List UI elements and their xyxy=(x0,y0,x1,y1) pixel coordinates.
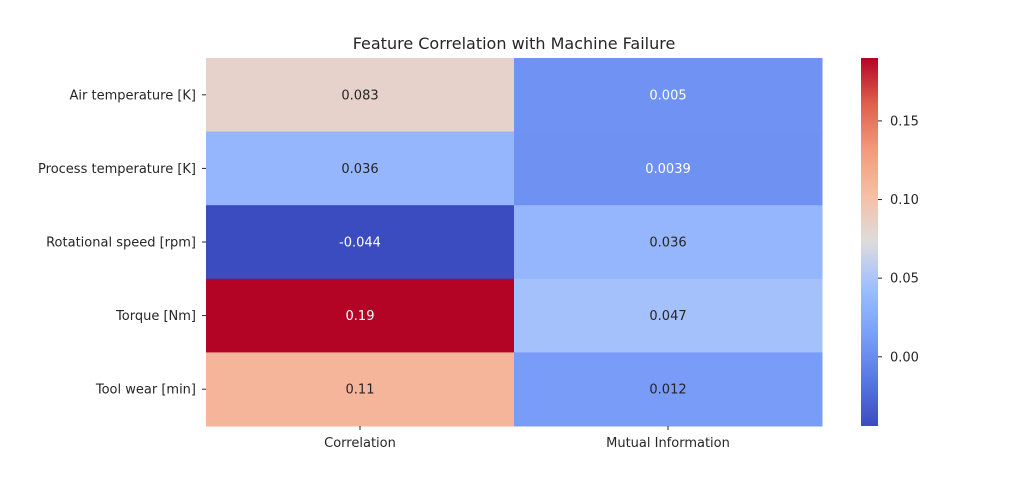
colorbar-tick-label: 0.15 xyxy=(890,114,919,129)
y-tick-label: Process temperature [K] xyxy=(38,162,196,177)
heatmap-cell xyxy=(514,278,823,353)
heatmap-cell-label: 0.047 xyxy=(649,309,686,324)
heatmap-cell-label: 0.036 xyxy=(649,236,686,251)
heatmap-cell xyxy=(514,131,823,206)
y-tick-label: Torque [Nm] xyxy=(115,309,196,324)
chart-title: Feature Correlation with Machine Failure xyxy=(353,34,676,53)
heatmap-cell-label: 0.0039 xyxy=(645,162,691,177)
y-tick-label: Rotational speed [rpm] xyxy=(46,236,196,251)
heatmap-cell-label: 0.012 xyxy=(649,383,686,398)
heatmap-cell xyxy=(514,205,823,280)
heatmap-cell-label: 0.083 xyxy=(341,88,378,103)
y-tick-label: Tool wear [min] xyxy=(95,383,196,398)
colorbar-tick-label: 0.00 xyxy=(890,350,919,365)
heatmap-cell xyxy=(206,205,515,280)
colorbar-tick-label: 0.05 xyxy=(890,272,919,287)
heatmap-cell-labels: 0.083 0.005 0.036 0.0039 -0.044 0.036 0.19 0.04… xyxy=(339,88,691,397)
heatmap-cell xyxy=(206,278,515,353)
heatmap-cell-label: 0.11 xyxy=(346,383,375,398)
colorbar xyxy=(861,58,878,426)
heatmap-cell-label: -0.044 xyxy=(339,236,381,251)
colorbar-tick-label: 0.10 xyxy=(890,193,919,208)
x-tick-labels: Correlation Mutual Information xyxy=(324,426,730,451)
heatmap-cells xyxy=(206,58,823,427)
heatmap-cell xyxy=(206,352,515,427)
x-tick-label: Correlation xyxy=(324,436,396,451)
heatmap-cell xyxy=(514,58,823,133)
heatmap-cell xyxy=(514,352,823,427)
y-tick-label: Air temperature [K] xyxy=(70,88,197,103)
x-tick-label: Mutual Information xyxy=(606,436,730,451)
colorbar-ticks: 0.00 0.05 0.10 0.15 xyxy=(878,114,919,365)
heatmap-cell-label: 0.19 xyxy=(346,309,375,324)
y-tick-labels: Air temperature [K] Process temperature [… xyxy=(38,88,206,398)
heatmap-cell xyxy=(206,58,515,133)
heatmap-cell-label: 0.005 xyxy=(649,88,686,103)
heatmap-cell xyxy=(206,131,515,206)
heatmap-cell-label: 0.036 xyxy=(341,162,378,177)
